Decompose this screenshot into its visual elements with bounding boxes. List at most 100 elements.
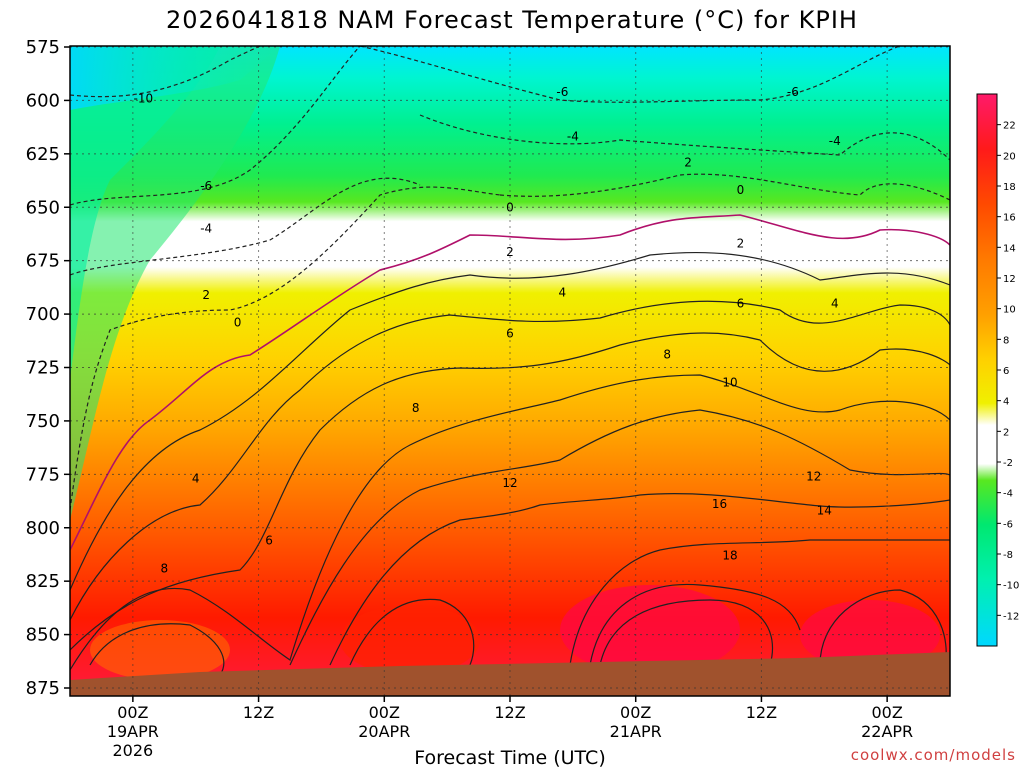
colorbar-tick-label: -4: [1003, 489, 1013, 500]
colorbar-tick-label: -2: [1003, 458, 1013, 469]
x-tick-label: 00Z: [117, 703, 148, 722]
colorbar-tick-label: 14: [1003, 243, 1016, 254]
y-tick-label: 725: [26, 358, 60, 379]
y-tick-label: 850: [26, 625, 60, 646]
x-tick-date: 21APR: [610, 722, 662, 741]
contour-label: 2: [202, 288, 210, 302]
contour-label: 14: [817, 504, 832, 518]
colorbar-tick-label: -8: [1003, 550, 1013, 561]
freezing-region-left: [70, 46, 220, 380]
contour-minus6-right: [359, 46, 901, 103]
terrain: [70, 652, 950, 696]
contour-minus6-left: [70, 46, 361, 206]
contour-label: 0: [737, 183, 745, 197]
y-tick-label: 675: [26, 251, 60, 272]
contour-2-right: [499, 173, 950, 201]
colorbar-fill: [977, 94, 997, 646]
colorbar-tick-label: 4: [1003, 397, 1009, 408]
x-tick-label: 12Z: [746, 703, 777, 722]
contour-label: 12: [806, 469, 821, 483]
contour-label: 8: [412, 401, 420, 415]
contour-14: [569, 539, 950, 666]
colorbar-tick-label: 2: [1003, 427, 1009, 438]
contour-label: 6: [506, 326, 514, 340]
contour-0: [70, 214, 950, 551]
colorbar: 22 20 18 16 14 12 10 8 6 4 2 -2 -4 -6 -8 -10 -12: [976, 93, 1019, 647]
x-tick-date: 22APR: [861, 722, 913, 741]
contour-label: -4: [200, 222, 212, 236]
warm-core-3: [800, 600, 940, 670]
colorbar-tick-label: -6: [1003, 519, 1013, 530]
contour-6: [70, 332, 950, 651]
contour-label: 6: [737, 296, 745, 310]
y-tick-label: 650: [26, 197, 60, 218]
colorbar-tick-label: 10: [1003, 305, 1016, 316]
contour-label: -6: [200, 179, 212, 193]
contours: [70, 46, 950, 676]
contour-minus4-right: [419, 114, 950, 161]
contour-16: [589, 583, 801, 666]
contour-label: 2: [684, 155, 692, 169]
y-tick-label: 800: [26, 518, 60, 539]
contour-10: [289, 409, 950, 666]
y-tick-label: 875: [26, 678, 60, 699]
colorbar-tick-label: -12: [1003, 611, 1019, 622]
contour-warm-left: [89, 623, 225, 676]
x-tick-label: 12Z: [494, 703, 525, 722]
warm-core-4: [90, 620, 230, 680]
colorbar-ticks: 22 20 18 16 14 12 10 8 6 4 2 -2 -4 -6 -8 -10 -12: [997, 121, 1019, 622]
contour-2-warm: [70, 251, 950, 591]
y-tick-label: 625: [26, 144, 60, 165]
plot-area: [70, 46, 950, 696]
x-tick-date: 19APR: [107, 722, 159, 741]
colorbar-tick-label: 12: [1003, 274, 1016, 285]
x-tick-label: 00Z: [620, 703, 651, 722]
colorbar-tick-label: 8: [1003, 335, 1009, 346]
contour-label: 2: [737, 237, 745, 251]
contour-12: [329, 493, 950, 666]
contour-label: 8: [160, 561, 168, 575]
contour-label: 18: [722, 549, 737, 563]
y-axis: 575 600 625 650 675 700 725 750 775 800 825 850 875: [26, 37, 70, 699]
contour-label: 6: [265, 534, 273, 548]
contour-labels: -10 -6 -4 2 0 -6 -4 2 0 2 4 6 8 4 6 8 12 8 10 -6 -4 0 2 6 4 12 14 1…: [134, 85, 841, 575]
contour-label: 2: [506, 245, 514, 259]
colorbar-tick-label: 18: [1003, 182, 1016, 193]
contour-minus10: [70, 46, 261, 98]
contour-label: 8: [663, 348, 671, 362]
credit: coolwx.com/models: [851, 746, 1016, 764]
colorbar-tick-label: -10: [1003, 581, 1019, 592]
x-tick-label: 12Z: [243, 703, 274, 722]
contour-label: 4: [192, 472, 200, 486]
grid-lines: [70, 46, 950, 696]
contour-warm-right: [819, 589, 947, 666]
contour-label: 4: [559, 286, 567, 300]
x-tick-year: 2026: [112, 741, 153, 760]
x-tick-date: 20APR: [358, 722, 410, 741]
x-axis-label: Forecast Time (UTC): [414, 747, 605, 768]
x-tick-label: 00Z: [369, 703, 400, 722]
warm-core-2: [560, 585, 740, 675]
y-tick-label: 575: [26, 37, 60, 58]
y-tick-label: 700: [26, 304, 60, 325]
contour-label: 0: [506, 200, 514, 214]
contour-4: [70, 300, 950, 621]
colorbar-tick-label: 22: [1003, 121, 1016, 132]
contour-minus4-left: [70, 177, 421, 276]
contour-label: -6: [787, 85, 799, 99]
contour-8: [70, 374, 950, 671]
colorbar-tick-label: 20: [1003, 151, 1016, 162]
y-tick-label: 600: [26, 90, 60, 111]
contour-label: 0: [234, 316, 242, 330]
y-tick-label: 750: [26, 411, 60, 432]
colorbar-tick-label: 6: [1003, 366, 1009, 377]
contour-label: -4: [829, 134, 841, 148]
chart-title: 2026041818 NAM Forecast Temperature (°C)…: [166, 6, 858, 34]
contour-18: [599, 599, 774, 666]
contour-label: -6: [556, 85, 568, 99]
contour-label: 4: [831, 296, 839, 310]
warm-core-1: [340, 605, 480, 675]
contour-label: 16: [712, 497, 727, 511]
